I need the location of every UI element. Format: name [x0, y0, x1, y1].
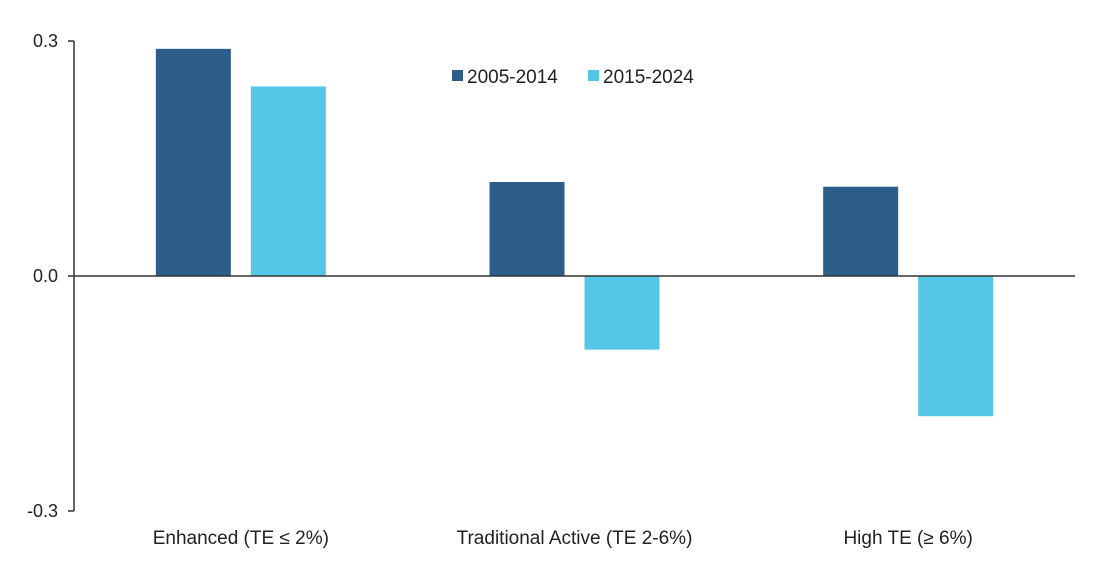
legend-label-2005-2014: 2005-2014 [467, 67, 558, 88]
category-labels-layer: Enhanced (TE ≤ 2%) Traditional Active (TE… [153, 528, 973, 549]
category-label: Traditional Active (TE 2-6%) [457, 528, 693, 549]
bar-2005-2014-cat-0 [155, 48, 231, 277]
bar-2005-2014-cat-2 [823, 186, 899, 276]
y-ticks-layer: 0.3 0.0 -0.3 [27, 31, 74, 521]
bar-2015-2024-cat-1 [584, 276, 660, 350]
y-tick-label: -0.3 [27, 501, 58, 521]
bar-2015-2024-cat-2 [918, 276, 994, 417]
legend-swatch-2015-2024 [588, 70, 599, 81]
legend-swatch-2005-2014 [452, 70, 463, 81]
bar-2015-2024-cat-0 [250, 86, 326, 276]
bars-layer [155, 48, 994, 417]
legend: 2005-2014 2015-2024 [452, 67, 694, 88]
bar-2005-2014-cat-1 [489, 182, 565, 276]
category-label: High TE (≥ 6%) [843, 528, 972, 549]
y-tick-label: 0.3 [33, 31, 58, 51]
y-tick-label: 0.0 [33, 266, 58, 286]
legend-label-2015-2024: 2015-2024 [603, 67, 694, 88]
category-label: Enhanced (TE ≤ 2%) [153, 528, 329, 549]
